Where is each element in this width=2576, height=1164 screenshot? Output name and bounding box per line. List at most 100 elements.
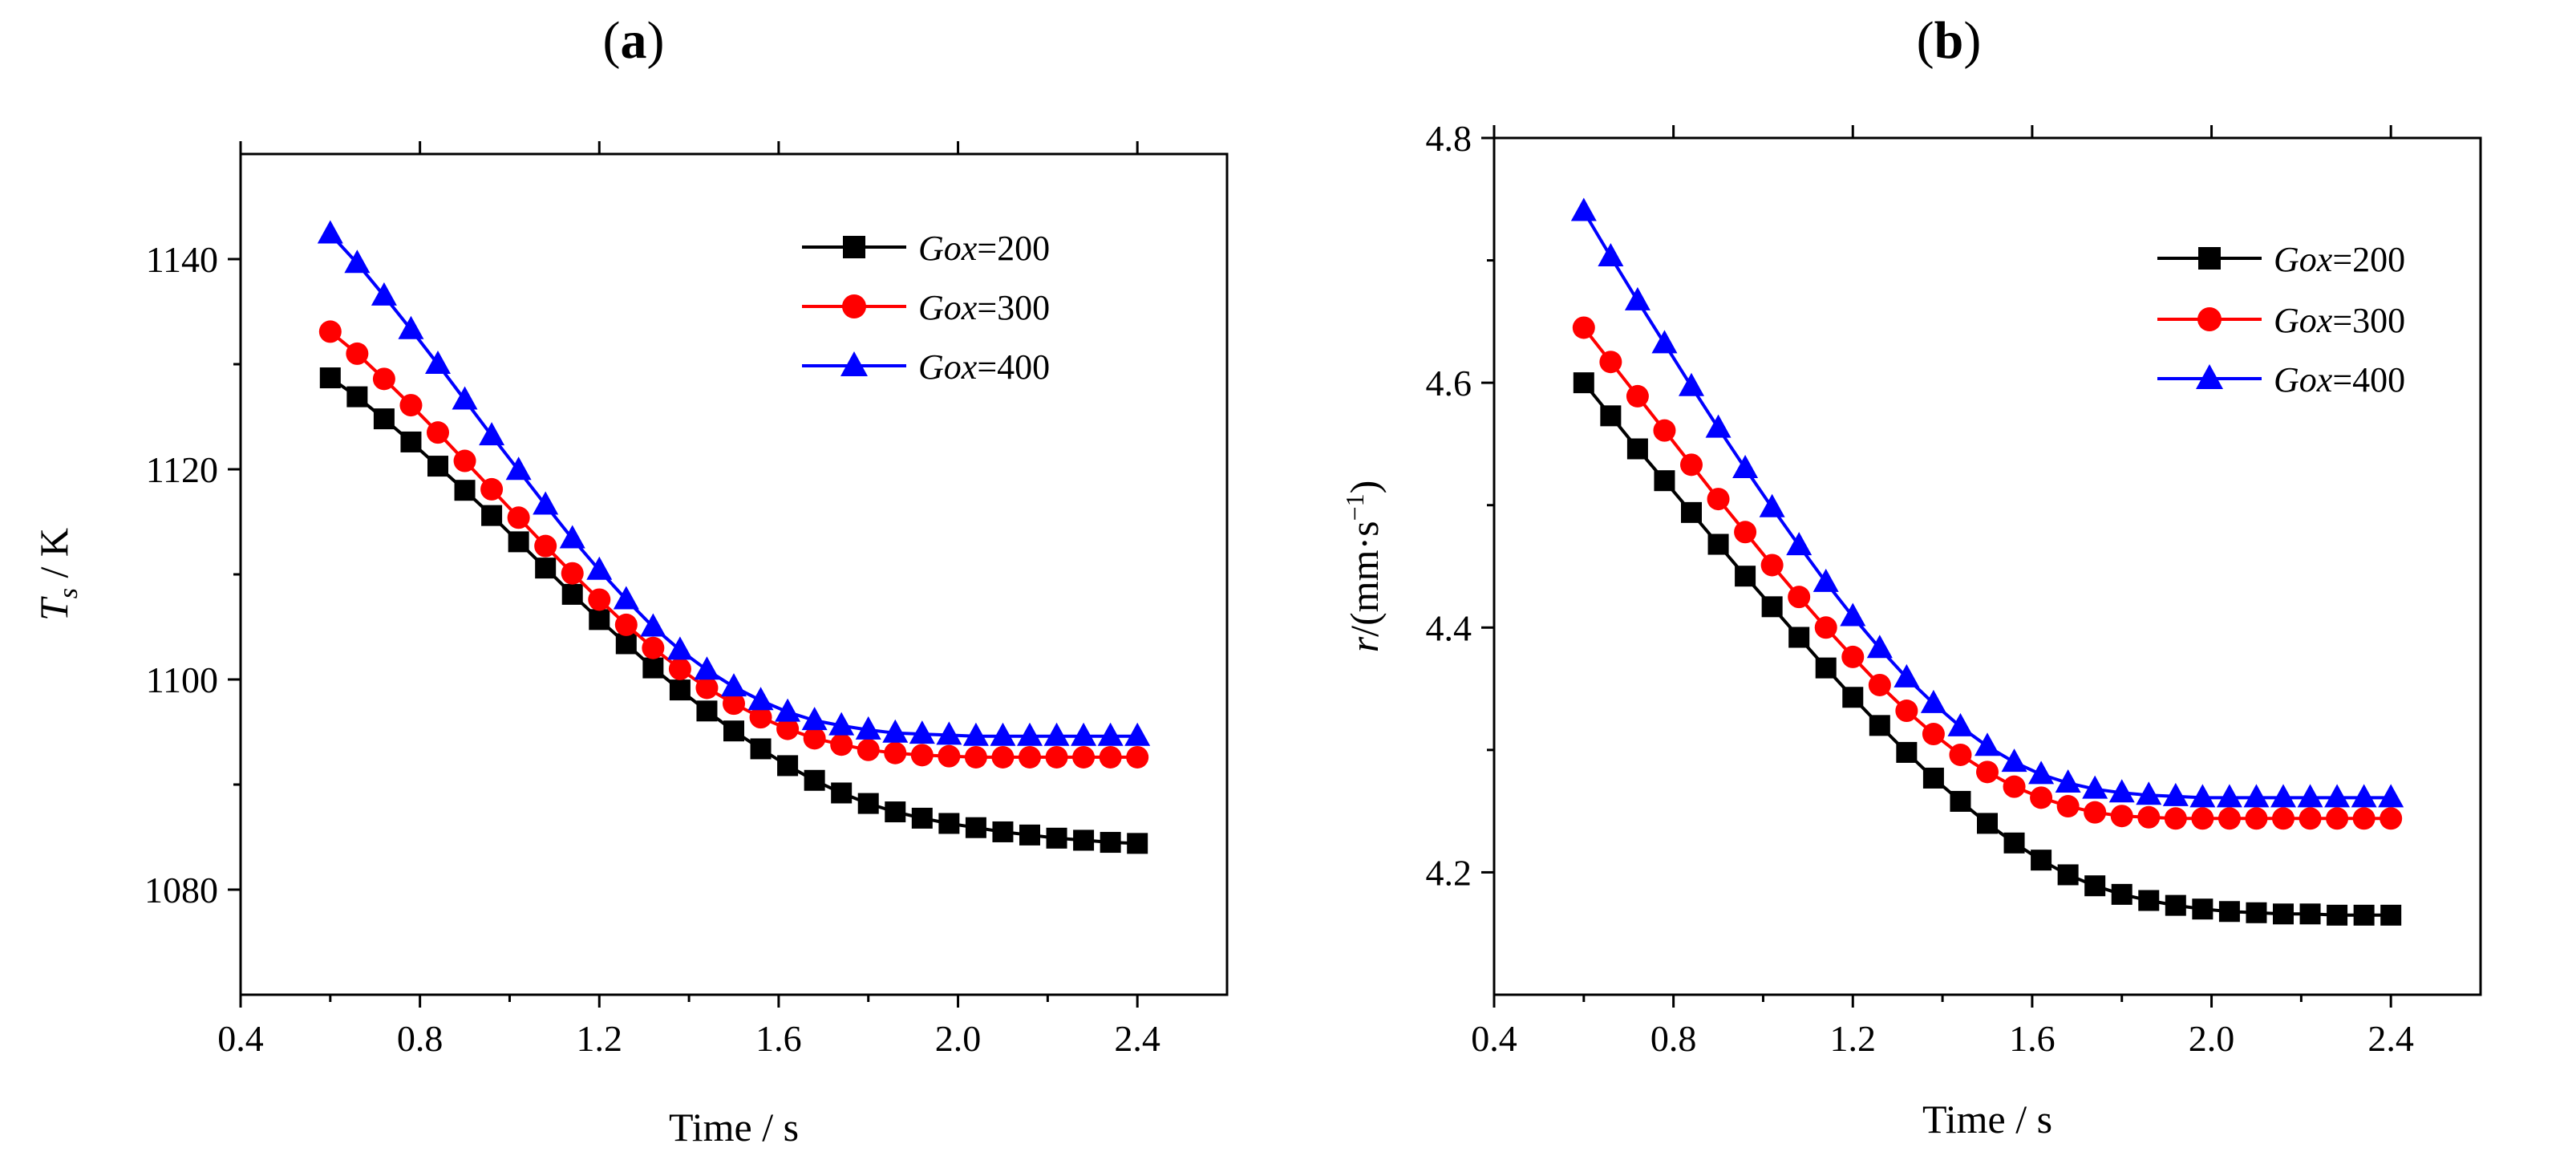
data-point-a-0 <box>642 657 664 679</box>
y-axis-title-a: Ts / K <box>31 528 83 621</box>
data-point-a-2 <box>801 707 828 731</box>
data-point-b-0 <box>2057 864 2079 886</box>
data-point-a-2 <box>882 719 909 743</box>
data-point-a-0 <box>696 700 718 722</box>
y-tick-label-b: 4.6 <box>1426 363 1472 404</box>
data-point-b-1 <box>1599 351 1622 374</box>
data-point-b-0 <box>1654 470 1675 492</box>
data-point-a-1 <box>1019 745 1041 769</box>
data-point-b-2 <box>1570 197 1597 221</box>
data-point-a-1 <box>857 738 880 761</box>
y-tick-label-a: 1100 <box>146 659 218 700</box>
data-point-b-2 <box>1732 454 1759 478</box>
data-point-b-0 <box>1573 372 1594 394</box>
data-point-b-0 <box>2380 904 2402 926</box>
data-point-a-2 <box>962 722 989 746</box>
data-point-a-2 <box>747 687 774 711</box>
data-point-a-0 <box>938 813 960 834</box>
data-point-a-0 <box>373 408 395 430</box>
data-point-b-0 <box>1600 405 1622 427</box>
data-point-b-1 <box>1814 616 1837 639</box>
data-point-a-2 <box>1097 722 1124 746</box>
y-ticks-b: 4.2 4.4 4.6 4.8 <box>1426 118 1494 893</box>
y-ticks-a: 1080 1100 1120 1140 <box>144 239 241 911</box>
data-point-b-0 <box>1735 566 1756 587</box>
data-point-b-2 <box>1947 712 1974 736</box>
data-point-b-0 <box>1681 501 1702 523</box>
data-point-b-2 <box>1840 602 1866 627</box>
data-point-b-1 <box>1760 554 1784 577</box>
data-point-a-1 <box>991 745 1015 769</box>
data-point-b-2 <box>1894 663 1920 687</box>
x-tick-label-b: 2.4 <box>2367 1018 2414 1059</box>
data-point-b-2 <box>2216 784 2242 808</box>
data-point-a-2 <box>640 613 666 637</box>
data-point-a-1 <box>614 613 638 636</box>
legend-marker-triangle-b <box>2196 364 2223 389</box>
legend-item-gox400-a: Gox=400 <box>802 347 1050 387</box>
data-point-b-1 <box>1976 760 1999 784</box>
data-point-b-0 <box>1707 533 1729 555</box>
data-point-b-2 <box>1866 635 1893 659</box>
data-point-a-1 <box>723 692 745 716</box>
data-point-a-1 <box>453 449 476 472</box>
data-point-a-2 <box>344 249 371 274</box>
data-point-b-2 <box>2055 769 2081 793</box>
data-point-b-1 <box>1949 743 1972 766</box>
data-point-a-0 <box>508 531 529 553</box>
data-point-b-1 <box>2003 775 2026 798</box>
data-point-a-0 <box>589 609 610 631</box>
data-point-b-1 <box>1653 419 1676 442</box>
svg-text:Gox=200: Gox=200 <box>2274 240 2405 279</box>
data-point-a-0 <box>804 769 825 791</box>
data-point-a-0 <box>1019 824 1040 846</box>
x-tick-label-a: 2.0 <box>935 1018 982 1059</box>
data-point-b-0 <box>1950 790 1971 812</box>
svg-text:Gox=300: Gox=300 <box>2274 301 2405 340</box>
data-point-a-2 <box>909 720 935 744</box>
data-point-a-1 <box>938 744 961 768</box>
data-point-b-1 <box>2218 807 2241 830</box>
data-point-b-1 <box>1788 586 1811 609</box>
data-point-b-2 <box>2270 784 2296 808</box>
data-point-a-0 <box>965 817 986 838</box>
data-point-a-0 <box>561 583 583 605</box>
legend-marker-square-b <box>2198 247 2221 270</box>
data-point-b-1 <box>2110 805 2133 828</box>
svg-text:Gox=400: Gox=400 <box>918 347 1050 387</box>
data-point-a-1 <box>427 421 449 444</box>
x-ticks-a: 0.4 0.8 1.2 1.6 2.0 2.4 <box>217 141 1160 1059</box>
legend-item-gox300-a: Gox=300 <box>802 288 1050 327</box>
legend-item-gox400-b: Gox=400 <box>2157 360 2405 399</box>
data-point-a-1 <box>1126 745 1149 769</box>
data-point-b-1 <box>2137 805 2161 829</box>
data-point-b-2 <box>1786 532 1813 556</box>
data-point-a-0 <box>911 807 933 829</box>
data-point-b-1 <box>2272 807 2295 830</box>
data-point-a-2 <box>479 422 505 446</box>
data-point-a-1 <box>830 733 853 756</box>
data-point-a-2 <box>452 386 478 410</box>
data-point-a-1 <box>346 342 369 365</box>
data-point-b-2 <box>2001 748 2027 773</box>
data-point-a-2 <box>721 673 747 697</box>
data-point-a-1 <box>803 727 826 750</box>
data-point-b-2 <box>1975 732 2000 756</box>
data-point-b-2 <box>2189 784 2216 808</box>
x-tick-label-a: 0.4 <box>217 1018 264 1059</box>
series-area-a <box>317 220 1151 854</box>
data-point-b-1 <box>1572 316 1595 339</box>
data-point-a-2 <box>990 722 1016 746</box>
data-point-a-1 <box>695 676 719 700</box>
data-point-a-0 <box>885 801 906 823</box>
svg-text:Gox=300: Gox=300 <box>918 288 1050 327</box>
data-point-a-0 <box>535 558 557 579</box>
data-point-b-0 <box>2299 903 2321 925</box>
data-point-b-1 <box>2164 807 2187 830</box>
data-point-a-1 <box>749 706 772 729</box>
data-point-a-0 <box>346 386 368 408</box>
y-tick-label-b: 4.4 <box>1426 607 1472 648</box>
data-point-a-2 <box>586 556 613 580</box>
data-point-b-0 <box>1896 741 1918 763</box>
